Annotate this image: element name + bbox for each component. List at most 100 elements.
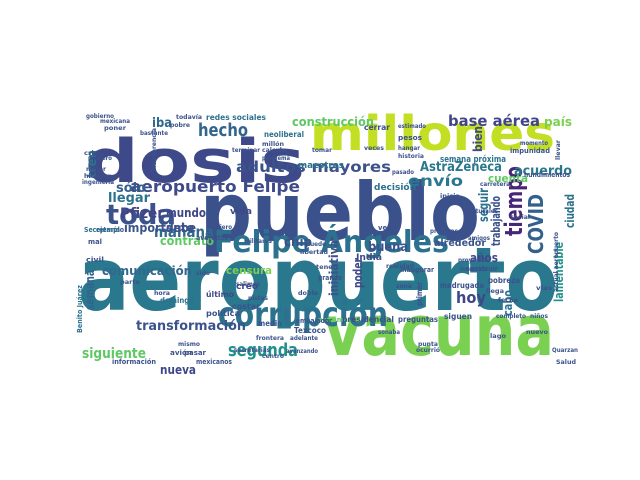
word-felipe-ángeles: Felipe Ángeles bbox=[214, 224, 449, 260]
word-llega: llega bbox=[486, 288, 504, 295]
word-nueva: nueva bbox=[160, 363, 196, 377]
word-zona: zona bbox=[396, 283, 412, 290]
word-tiempo: tiempo bbox=[500, 166, 528, 236]
word-mundo: mundo bbox=[166, 206, 206, 220]
word-primer: primer bbox=[415, 282, 424, 306]
word-debe: debe bbox=[166, 221, 196, 235]
word-redes-sociales: redes sociales bbox=[206, 113, 266, 122]
word-maestros: maestros bbox=[298, 161, 344, 171]
word-adelante: adelante bbox=[290, 335, 318, 342]
word-civil: civil bbox=[86, 256, 104, 264]
word-primero: primero bbox=[88, 155, 112, 162]
word-tomar: tomar bbox=[312, 147, 332, 154]
word-tener: tener bbox=[316, 264, 336, 271]
word-semana-próxima: semana próxima bbox=[440, 154, 506, 165]
word-pobreza: pobreza bbox=[488, 276, 520, 285]
word-veces: veces bbox=[364, 145, 384, 152]
word-sólo: sólo bbox=[116, 181, 146, 196]
word-parte: parte bbox=[120, 279, 140, 286]
word-cerrar: cerrar bbox=[364, 123, 390, 132]
word-todavía: todavía bbox=[176, 114, 202, 121]
word-alrededor: alrededor bbox=[434, 238, 486, 249]
word-hundimientos: hundimientos bbox=[524, 171, 570, 179]
word-presidencial: presidencial bbox=[342, 315, 394, 324]
word-cuenta: cuenta bbox=[488, 172, 528, 185]
word-acuerdo: acuerdo bbox=[514, 164, 572, 179]
word-texcoco: Texcoco bbox=[294, 326, 326, 335]
word-dosis: dosis bbox=[85, 127, 305, 197]
word-decisión: decisión bbox=[374, 182, 416, 193]
word-momento: momento bbox=[520, 140, 548, 147]
word-ejemplo: ejemplo bbox=[96, 226, 124, 234]
word-transformación: transformación bbox=[136, 319, 246, 334]
word-covid: COVID bbox=[524, 194, 548, 254]
word-ingeniería: ingeniería bbox=[82, 179, 114, 186]
word-último: último bbox=[206, 290, 234, 299]
word-benito-juárez: Benito Juárez bbox=[76, 285, 84, 333]
word-neoliberal: neoliberal bbox=[264, 130, 304, 139]
word-gobierno: gobierno bbox=[86, 113, 114, 120]
word-cabo: cabo bbox=[501, 290, 515, 316]
word-niños: niños bbox=[530, 313, 548, 320]
word-segunda: segunda bbox=[228, 340, 298, 361]
word-punta: punta bbox=[418, 341, 438, 348]
word-años: años bbox=[470, 251, 498, 265]
word-salimos: salimos bbox=[236, 281, 260, 288]
word-sonaba: sonaba bbox=[378, 329, 400, 336]
word-mal: mal bbox=[88, 238, 102, 246]
word-calcula: calcula bbox=[262, 147, 286, 154]
word-primeras: primeras bbox=[430, 228, 458, 235]
word-india: India bbox=[356, 253, 382, 263]
word-hora: hora bbox=[154, 290, 170, 297]
word-problema: problema bbox=[262, 155, 290, 162]
word-avión: avión bbox=[170, 349, 192, 357]
word-proyecto: proyecto bbox=[458, 257, 486, 264]
word-quiero: quiero bbox=[212, 224, 232, 231]
word-lago: lago bbox=[490, 333, 506, 340]
word-hangar: hangar bbox=[398, 145, 420, 152]
word-millones: millones bbox=[310, 106, 555, 162]
word-medio: medio bbox=[258, 319, 282, 328]
word-pfizer: Pfizer bbox=[120, 206, 164, 222]
word-pesos: pesos bbox=[398, 134, 422, 142]
word-inversión: inversión bbox=[460, 266, 488, 273]
word-pueblo: pueblo bbox=[200, 166, 480, 259]
word-secretaría: Secretaría bbox=[84, 226, 120, 234]
word-inicia: inicia bbox=[440, 193, 460, 200]
word-hicieron: hicieron bbox=[84, 173, 112, 180]
word-mañana: mañana bbox=[154, 223, 214, 241]
word-mexicana: mexicana bbox=[100, 118, 130, 125]
word-avanzando: avanzando bbox=[286, 348, 318, 355]
word-ocurrió: ocurrió bbox=[416, 347, 440, 354]
word-puede: puede bbox=[306, 241, 326, 248]
word-importante: importante bbox=[124, 221, 194, 235]
word-próxima: próxima bbox=[318, 316, 348, 324]
word-impunidad: impunidad bbox=[510, 147, 550, 155]
word-censura: censura bbox=[226, 264, 272, 277]
word-hecho: hecho bbox=[198, 120, 248, 141]
word-vacuna: vacuna bbox=[324, 290, 554, 372]
word-libertad: libertad bbox=[300, 249, 328, 256]
word-construir: construir bbox=[466, 265, 498, 273]
word-costar: costar bbox=[232, 302, 260, 311]
word-toda: toda bbox=[106, 198, 176, 231]
word-preguntas: preguntas bbox=[398, 315, 438, 324]
word-amigos: amigos bbox=[468, 235, 490, 242]
word-social: social bbox=[510, 214, 530, 221]
word-pasado: pasado bbox=[392, 169, 414, 176]
word-pasar: pasar bbox=[184, 349, 207, 357]
word-vías: vías bbox=[536, 285, 552, 292]
word-chip: chip bbox=[284, 235, 312, 249]
word-país: país bbox=[544, 115, 572, 129]
word-siguen: siguen bbox=[444, 312, 472, 321]
word-carretera: carretera bbox=[480, 181, 510, 188]
word-hoy: hoy bbox=[456, 288, 487, 307]
word-aeropuerto-felipe: aeropuerto Felipe bbox=[130, 177, 300, 196]
word-verde: verde bbox=[378, 224, 400, 232]
word-madrugada: madrugada bbox=[440, 281, 484, 290]
word-vida: vida bbox=[230, 207, 252, 217]
word-nuevo: nuevo bbox=[526, 329, 548, 336]
word-adultos-mayores: adultos mayores bbox=[236, 158, 391, 176]
word-fecha: fecha bbox=[498, 297, 518, 304]
